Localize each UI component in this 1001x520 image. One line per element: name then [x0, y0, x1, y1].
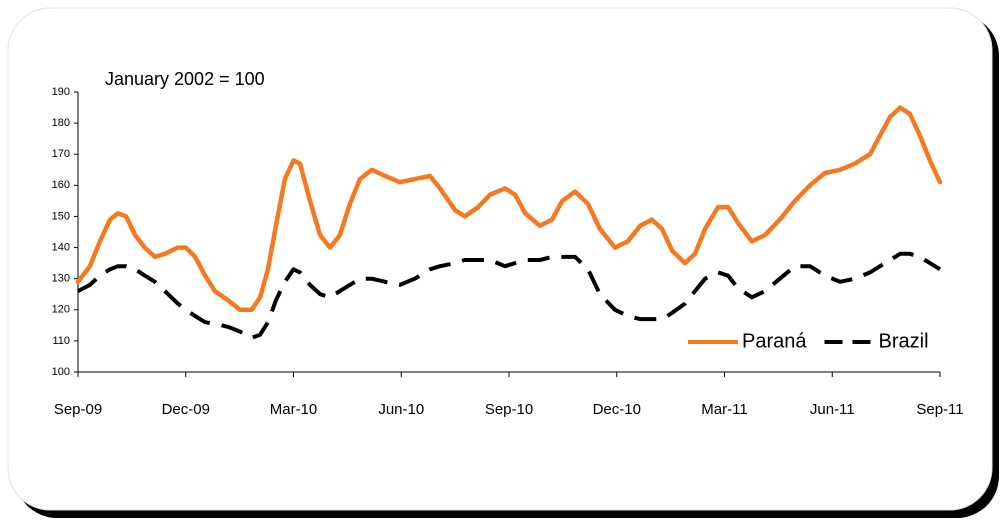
x-tick-label: Mar-11 [701, 401, 747, 418]
x-tick-label: Sep-10 [485, 401, 533, 418]
x-tick-label: Jun-11 [810, 401, 855, 418]
y-tick-label: 170 [52, 148, 70, 160]
x-tick-label: Sep-09 [54, 401, 102, 418]
x-tick-label: Jun-10 [378, 401, 424, 418]
frame [7, 7, 993, 511]
legend-label: Brazil [879, 330, 929, 352]
x-tick-label: Dec-10 [593, 401, 641, 418]
y-tick-label: 160 [52, 179, 70, 191]
y-tick-label: 130 [52, 273, 70, 285]
y-tick-label: 100 [52, 366, 70, 378]
y-tick-label: 110 [52, 335, 70, 347]
series-line [77, 251, 942, 340]
y-tick-label: 180 [52, 117, 70, 129]
y-tick-label: 140 [52, 241, 70, 253]
y-tick-label: 150 [52, 210, 70, 222]
legend-label: Paraná [742, 330, 807, 352]
annotation: January 2002 = 100 [105, 69, 265, 89]
y-tick-label: 120 [52, 304, 70, 316]
series-line [75, 105, 943, 313]
x-tick-label: Mar-10 [270, 401, 318, 418]
x-tick-label: Sep-11 [916, 401, 963, 418]
y-tick-label: 190 [52, 86, 70, 98]
x-tick-label: Dec-09 [162, 401, 210, 418]
